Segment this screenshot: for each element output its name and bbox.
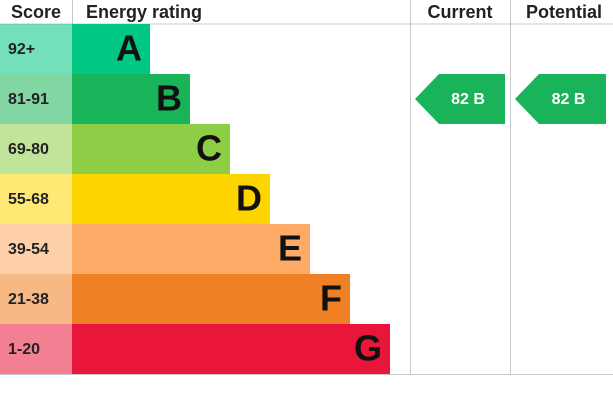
band-letter: D [236, 178, 262, 219]
band-score: 21-38 [8, 291, 49, 308]
score-cell [0, 324, 72, 374]
band-letter: E [278, 228, 302, 269]
band-score: 81-91 [8, 91, 49, 108]
band-bar [72, 174, 270, 224]
band-bar [72, 274, 350, 324]
band-score: 55-68 [8, 191, 49, 208]
band-letter: F [320, 278, 342, 319]
header-score: Score [11, 2, 61, 22]
score-cell [0, 124, 72, 174]
band-score: 39-54 [8, 241, 49, 258]
header-potential: Potential [526, 2, 602, 22]
band-bar [72, 74, 190, 124]
current-rating: 82 B [451, 91, 485, 108]
band-bar [72, 224, 310, 274]
band-letter: C [196, 128, 222, 169]
band-letter: B [156, 78, 182, 119]
potential-rating: 82 B [552, 91, 586, 108]
current-arrow [415, 74, 505, 124]
header-current: Current [427, 2, 492, 22]
score-cell [0, 24, 72, 74]
band-score: 1-20 [8, 341, 40, 358]
score-cell [0, 174, 72, 224]
potential-arrow [515, 74, 606, 124]
band-bar [72, 24, 150, 74]
score-cell [0, 74, 72, 124]
score-cell [0, 224, 72, 274]
band-score: 69-80 [8, 141, 49, 158]
band-score: 92+ [8, 41, 35, 58]
header-rating: Energy rating [86, 2, 202, 22]
band-bar [72, 124, 230, 174]
band-bar [72, 324, 390, 374]
band-letter: A [116, 28, 142, 69]
band-letter: G [354, 328, 382, 369]
score-cell [0, 274, 72, 324]
